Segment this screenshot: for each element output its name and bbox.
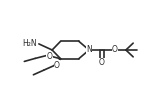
Text: O: O	[99, 58, 105, 67]
Text: O: O	[54, 60, 60, 69]
Text: N: N	[86, 46, 92, 54]
Text: O: O	[47, 52, 53, 61]
Text: H₂N: H₂N	[22, 39, 37, 48]
Text: O: O	[112, 46, 118, 54]
